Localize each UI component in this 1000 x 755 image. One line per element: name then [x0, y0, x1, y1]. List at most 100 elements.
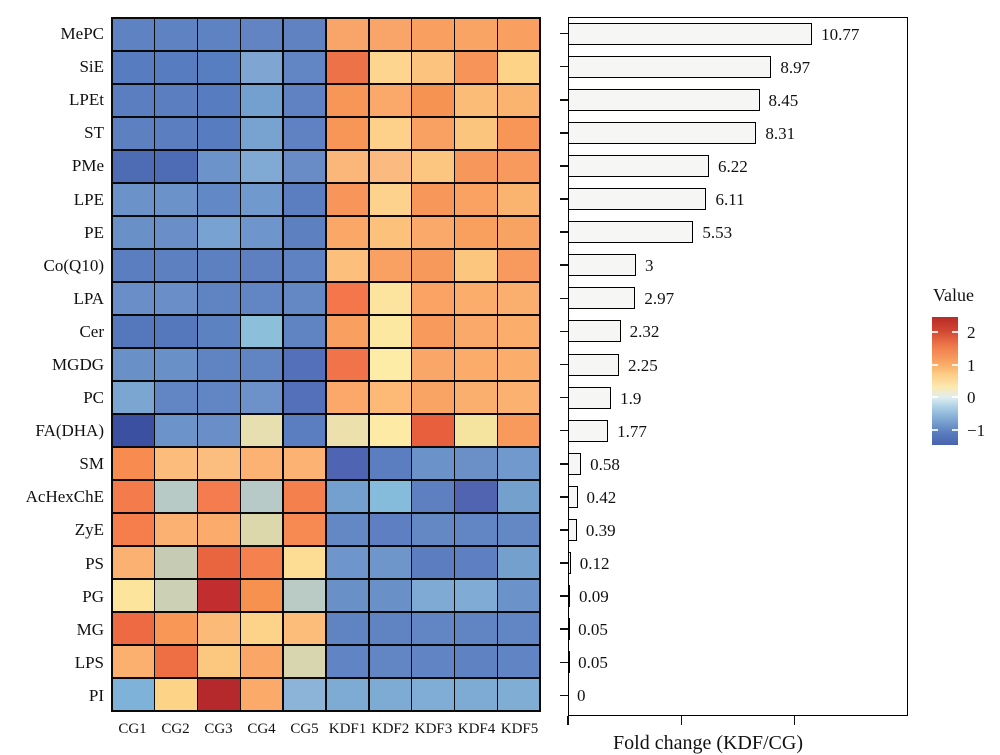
bar-row-tick: [560, 264, 568, 266]
heatmap-cell: [369, 645, 411, 678]
heatmap-cell: [198, 51, 240, 84]
heatmap-cell: [326, 150, 369, 183]
bar-value-label: 6.11: [715, 190, 745, 210]
bar: [568, 518, 577, 541]
bar-row-tick: [560, 429, 568, 432]
heatmap-cell: [283, 216, 326, 249]
heatmap-cell: [112, 216, 154, 249]
bar: [568, 320, 621, 343]
heatmap-row-label: PC: [83, 388, 104, 408]
bar-value-label: 8.31: [765, 123, 796, 143]
heatmap-cell: [455, 18, 497, 51]
heatmap-cell: [498, 150, 540, 183]
heatmap-cell: [498, 315, 540, 348]
heatmap-cell: [369, 282, 411, 315]
heatmap-cell: [283, 117, 326, 150]
bar-value-label: 0.39: [585, 520, 616, 540]
heatmap-row-label: SM: [79, 454, 104, 474]
heatmap-cell: [369, 84, 411, 117]
heatmap-cell: [412, 612, 454, 645]
heatmap-cell: [198, 150, 240, 183]
heatmap-row-label: MGDG: [52, 355, 104, 374]
bar-value-label: 6.22: [717, 156, 748, 176]
heatmap-cell: [283, 645, 326, 678]
heatmap-cell: [498, 216, 540, 249]
heatmap-cell: [283, 315, 326, 348]
heatmap-col-label: CG1: [118, 721, 147, 737]
heatmap-cell: [326, 216, 369, 249]
heatmap-cell: [241, 381, 283, 414]
heatmap-cell: [241, 414, 283, 447]
heatmap-cell: [326, 645, 369, 678]
heatmap-cell: [155, 51, 197, 84]
heatmap-cell: [198, 645, 240, 678]
heatmap-cell: [498, 117, 540, 150]
heatmap-cell: [498, 282, 540, 315]
heatmap-cell: [241, 18, 283, 51]
bar-row-tick: [560, 694, 568, 697]
heatmap-row-label: LPE: [73, 189, 104, 209]
heatmap-cell: [241, 678, 283, 711]
bar: [568, 22, 813, 45]
heatmap-cell: [241, 282, 283, 315]
bar: [568, 552, 571, 575]
heatmap-cell: [498, 546, 540, 579]
bar-value-label: 1.9: [620, 388, 642, 408]
heatmap-cell: [241, 84, 283, 117]
heatmap-cell: [412, 18, 454, 51]
heatmap-cell: [241, 216, 283, 249]
heatmap-cell: [155, 381, 197, 414]
bar: [568, 651, 570, 674]
heatmap-cell: [241, 480, 283, 513]
heatmap-cell: [369, 579, 411, 612]
heatmap-cell: [283, 84, 326, 117]
heatmap-cell: [412, 579, 454, 612]
heatmap-cell: [155, 348, 197, 381]
heatmap-cell: [241, 447, 283, 480]
heatmap-cell: [498, 447, 540, 480]
heatmap-cell: [369, 18, 411, 51]
heatmap-cell: [155, 150, 197, 183]
heatmap-cell: [283, 480, 326, 513]
heatmap-cell: [198, 84, 240, 117]
heatmap-cell: [112, 249, 154, 282]
bar-row-tick: [560, 98, 568, 101]
heatmap-cell: [155, 282, 197, 315]
heatmap-cell: [412, 183, 454, 216]
heatmap-cell: [412, 480, 454, 513]
legend-tick-dash: [952, 429, 958, 432]
bar-value-label: 8.97: [780, 57, 811, 77]
bar-value-label: 0.05: [578, 620, 608, 640]
legend-tick-dash: [952, 330, 958, 333]
heatmap-cell: [326, 513, 369, 546]
bar: [568, 254, 636, 277]
heatmap-cell: [326, 348, 369, 381]
heatmap-cell: [112, 381, 154, 414]
heatmap-cell: [369, 249, 411, 282]
heatmap-cell: [241, 513, 283, 546]
heatmap-cell: [498, 348, 540, 381]
heatmap-row-label: LPS: [74, 652, 104, 672]
heatmap-row-label: PI: [88, 685, 104, 705]
bar: [568, 221, 694, 244]
bar-row-tick: [560, 529, 568, 531]
heatmap-cell: [326, 183, 369, 216]
heatmap-cell: [198, 216, 240, 249]
heatmap-cell: [155, 480, 197, 513]
heatmap-cell: [455, 447, 497, 480]
bar-value-label: 0.58: [590, 454, 620, 474]
bar-row-tick: [560, 32, 568, 35]
bar-row-tick: [560, 165, 568, 167]
heatmap-cell: [455, 513, 497, 546]
heatmap-cell: [412, 249, 454, 282]
bar-value-label: 0.12: [579, 554, 610, 574]
heatmap-cell: [455, 381, 497, 414]
heatmap-cell: [112, 579, 154, 612]
legend-tick-dash: [932, 363, 938, 366]
heatmap-col-label: CG2: [161, 721, 190, 737]
heatmap-cell: [283, 414, 326, 447]
heatmap-cell: [112, 183, 154, 216]
heatmap-cell: [283, 282, 326, 315]
bar-row-tick: [560, 628, 568, 631]
heatmap-cell: [455, 348, 497, 381]
